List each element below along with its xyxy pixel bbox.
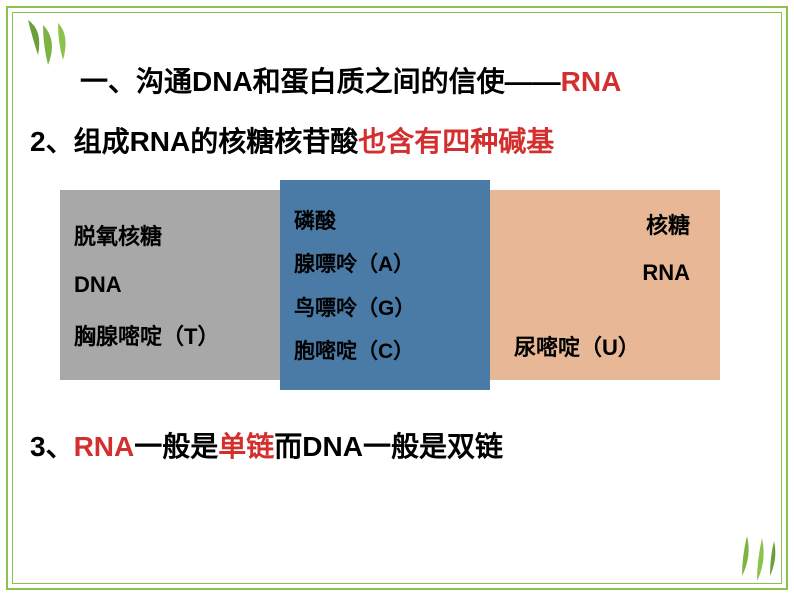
slide-content: 一、沟通DNA和蛋白质之间的信使——RNA 2、组成RNA的核糖核苷酸也含有四种… [30,30,764,566]
table-cell: 脱氧核糖 [74,219,266,251]
table-cell: 胸腺嘧啶（T） [74,319,266,351]
heading2-text: 2、组成RNA的核糖核苷酸 [30,126,358,157]
heading2-highlight: 也含有四种碱基 [358,126,554,157]
table-cell: 核糖 [504,208,690,240]
table-cell: 鸟嘌呤（G） [294,292,476,322]
uracil-suffix: ） [618,335,640,360]
heading1-text: 一、沟通DNA和蛋白质之间的信使—— [80,66,561,97]
heading3-num: 3、 [30,431,74,462]
section-heading: 一、沟通DNA和蛋白质之间的信使——RNA [80,60,764,100]
uracil-prefix: 尿嘧啶（ [514,335,602,360]
table-cell-uracil: 尿嘧啶（U） [504,330,690,362]
table-cell: 磷酸 [294,205,476,235]
point-2-heading: 2、组成RNA的核糖核苷酸也含有四种碱基 [30,120,764,160]
table-cell: DNA [74,272,266,298]
comparison-table: 脱氧核糖 DNA 胸腺嘧啶（T） 磷酸 腺嘌呤（A） 鸟嘌呤（G） 胞嘧啶（C）… [60,190,764,380]
heading3-red2: 单链 [218,431,274,462]
table-cell: 腺嘌呤（A） [294,248,476,278]
dna-column: 脱氧核糖 DNA 胸腺嘧啶（T） [60,190,280,380]
heading3-red1: RNA [74,431,135,462]
heading3-text2: 而DNA一般是双链 [274,431,503,462]
rna-column: 核糖 RNA 尿嘧啶（U） [490,190,720,380]
table-cell: RNA [504,260,690,286]
heading3-text1: 一般是 [134,431,218,462]
heading1-highlight: RNA [561,66,622,97]
point-3-heading: 3、RNA一般是单链而DNA一般是双链 [30,425,764,465]
shared-column: 磷酸 腺嘌呤（A） 鸟嘌呤（G） 胞嘧啶（C） [280,180,490,390]
table-cell: 胞嘧啶（C） [294,335,476,365]
uracil-letter: U [602,335,618,360]
